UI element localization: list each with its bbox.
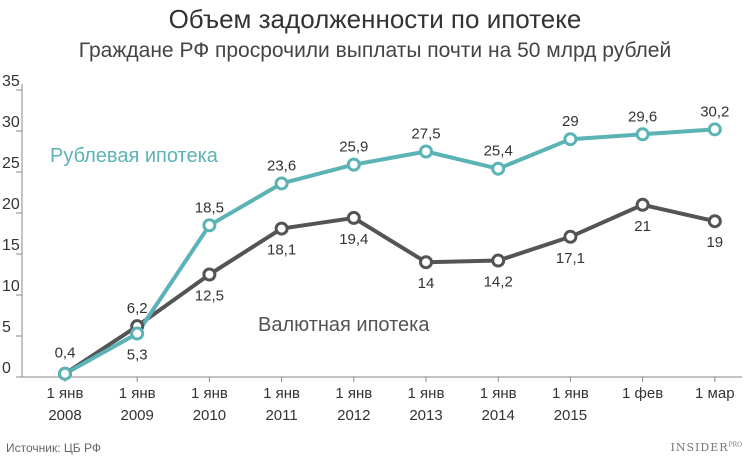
- x-tick-label-line1: 1 янв: [480, 385, 517, 402]
- ruble-data-label: 29,6: [628, 108, 657, 125]
- x-tick-label-line2: 2013: [409, 407, 442, 424]
- ruble-point: [635, 127, 650, 142]
- y-tick-label: 15: [2, 237, 20, 254]
- ruble-data-label: 18,5: [195, 199, 224, 216]
- chart-subtitle: Граждане РФ просрочили выплаты почти на …: [78, 39, 672, 62]
- currency-point: [202, 267, 217, 282]
- currency-point: [635, 197, 650, 212]
- ruble-data-label: 27,5: [411, 126, 440, 143]
- ruble-data-label: 23,6: [267, 157, 296, 174]
- x-tick-label-line1: 1 янв: [191, 385, 228, 402]
- ruble-mortgage-line: [64, 127, 715, 376]
- x-tick-label-line2: 2010: [193, 407, 226, 424]
- currency-data-label: 21: [634, 218, 651, 235]
- chart-title: Объем задолженности по ипотеке: [168, 4, 582, 34]
- currency-data-label: 14,2: [484, 274, 513, 291]
- currency-data-label: 6,2: [127, 300, 148, 317]
- ruble-data-label: 29: [562, 113, 579, 130]
- currency-point: [274, 221, 289, 236]
- y-tick-label: 5: [2, 319, 11, 336]
- ruble-point: [274, 176, 289, 191]
- currency-mortgage-line: [63, 202, 716, 376]
- insider-pro-logo: INSIDERPRO: [670, 441, 742, 454]
- ruble-point: [563, 132, 578, 147]
- currency-data-label: 19,4: [339, 231, 368, 248]
- ruble-point: [58, 366, 72, 381]
- y-tick-label: 35: [2, 73, 20, 90]
- currency-point: [491, 253, 506, 268]
- y-tick-label: 0: [2, 360, 11, 377]
- x-tick-label-line1: 1 янв: [408, 385, 445, 402]
- x-tick-label-line2: 2011: [265, 407, 297, 424]
- ruble-point: [707, 122, 722, 137]
- currency-point: [346, 210, 361, 225]
- ruble-data-label: 5,3: [127, 347, 148, 364]
- currency-series-label: Валютная ипотека: [258, 314, 430, 336]
- x-tick-label-line2: 2009: [121, 407, 154, 424]
- y-tick-label: 10: [2, 278, 20, 295]
- x-tick-label-line1: 1 янв: [119, 385, 156, 402]
- x-tick-label-line1: 1 мар: [695, 385, 735, 402]
- data-labels: 0,4 5,3 18,5 23,6 25,9 27,5 25,4 29 29,6 30,2 6,2 1…: [50, 103, 729, 363]
- ruble-data-label: 25,9: [339, 139, 368, 156]
- currency-data-label: 12,5: [195, 288, 224, 305]
- ruble-point: [491, 161, 506, 176]
- x-tick-label-line2: 2014: [482, 407, 515, 424]
- ruble-point: [130, 326, 145, 341]
- ruble-point: [419, 144, 433, 159]
- ruble-point: [202, 218, 217, 233]
- x-tick-label-line2: 2012: [337, 407, 370, 424]
- source-note: Источник: ЦБ РФ: [6, 441, 101, 455]
- ruble-data-label: 0,4: [55, 345, 76, 362]
- currency-data-label: 14: [418, 275, 435, 292]
- x-tick-label-line2: 2008: [48, 407, 81, 424]
- x-tick-label-line1: 1 янв: [263, 385, 300, 402]
- ruble-data-label: 25,4: [484, 143, 513, 160]
- y-tick-label: 20: [2, 196, 20, 213]
- currency-data-label: 19: [706, 234, 723, 251]
- x-tick-label-line2: 2015: [554, 407, 587, 424]
- axes: 0 5 10 15 20 25 30 35 1 янв 2008 1 янв 2009 1 янв 201…: [2, 73, 742, 424]
- currency-point: [563, 229, 578, 244]
- x-tick-label-line1: 1 янв: [552, 385, 589, 402]
- series-lines: [63, 127, 716, 376]
- currency-data-label: 18,1: [267, 242, 296, 259]
- x-tick-label-line1: 1 фев: [622, 385, 663, 402]
- ruble-series-label: Рублевая ипотека: [50, 145, 219, 167]
- y-tick-label: 30: [2, 114, 20, 131]
- y-tick-label: 25: [2, 155, 20, 172]
- ruble-point: [346, 157, 361, 172]
- currency-data-label: 17,1: [556, 250, 585, 267]
- x-tick-label-line1: 1 янв: [47, 385, 84, 402]
- currency-point: [707, 214, 722, 229]
- series-points: [58, 122, 722, 381]
- currency-point: [419, 255, 433, 270]
- x-tick-label-line1: 1 янв: [335, 385, 372, 402]
- ruble-data-label: 30,2: [700, 103, 729, 120]
